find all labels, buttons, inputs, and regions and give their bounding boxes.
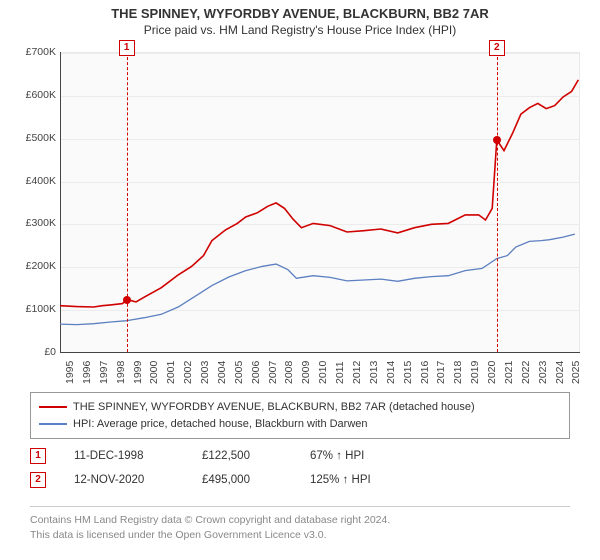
x-tick-label: 2022: [520, 361, 532, 384]
y-tick-label: £100K: [10, 303, 56, 315]
marker-number-box: 2: [489, 40, 505, 56]
x-tick-label: 1999: [132, 361, 144, 384]
x-tick-label: 2007: [267, 361, 279, 384]
x-tick-label: 2012: [351, 361, 363, 384]
x-tick-label: 2003: [199, 361, 211, 384]
marker-dot: [123, 296, 131, 304]
marker-line: [497, 52, 498, 352]
x-tick-label: 2023: [537, 361, 549, 384]
x-tick-label: 1996: [81, 361, 93, 384]
chart-subtitle: Price paid vs. HM Land Registry's House …: [0, 21, 600, 41]
legend-swatch: [39, 406, 67, 408]
chart-title: THE SPINNEY, WYFORDBY AVENUE, BLACKBURN,…: [0, 0, 600, 21]
chart-area: £0 £100K £200K £300K £400K £500K £600K £700K 19…: [10, 44, 590, 384]
x-tick-label: 2006: [250, 361, 262, 384]
marker-number-box: 1: [119, 40, 135, 56]
sale-price: £495,000: [202, 474, 282, 486]
series-line: [60, 80, 578, 307]
x-tick-label: 1998: [115, 361, 127, 384]
x-tick-label: 2010: [317, 361, 329, 384]
x-tick-label: 2001: [165, 361, 177, 384]
x-tick-label: 2017: [435, 361, 447, 384]
legend-item: THE SPINNEY, WYFORDBY AVENUE, BLACKBURN,…: [39, 399, 561, 416]
legend-label: THE SPINNEY, WYFORDBY AVENUE, BLACKBURN,…: [73, 399, 475, 416]
legend: THE SPINNEY, WYFORDBY AVENUE, BLACKBURN,…: [30, 392, 570, 439]
sale-price: £122,500: [202, 450, 282, 462]
legend-item: HPI: Average price, detached house, Blac…: [39, 416, 561, 433]
x-tick-label: 2019: [469, 361, 481, 384]
sale-row: 1 11-DEC-1998 £122,500 67% ↑ HPI: [30, 444, 570, 468]
x-tick-label: 2004: [216, 361, 228, 384]
legend-swatch: [39, 423, 67, 425]
sale-delta: 67% ↑ HPI: [310, 450, 364, 462]
sale-date: 12-NOV-2020: [74, 474, 174, 486]
x-tick-label: 2021: [503, 361, 515, 384]
y-tick-label: £200K: [10, 260, 56, 272]
footer-line: Contains HM Land Registry data © Crown c…: [30, 513, 570, 528]
line-series-svg: [60, 52, 580, 352]
x-tick-label: 1995: [64, 361, 76, 384]
y-tick-label: £300K: [10, 217, 56, 229]
x-tick-label: 2014: [385, 361, 397, 384]
marker-dot: [493, 136, 501, 144]
y-tick-label: £500K: [10, 132, 56, 144]
sale-date: 11-DEC-1998: [74, 450, 174, 462]
x-tick-label: 2008: [283, 361, 295, 384]
x-axis-line: [60, 352, 580, 353]
sales-list: 1 11-DEC-1998 £122,500 67% ↑ HPI 2 12-NO…: [30, 444, 570, 492]
sale-delta: 125% ↑ HPI: [310, 474, 371, 486]
chart-container: THE SPINNEY, WYFORDBY AVENUE, BLACKBURN,…: [0, 0, 600, 560]
x-tick-label: 2009: [300, 361, 312, 384]
x-tick-label: 1997: [98, 361, 110, 384]
y-tick-label: £600K: [10, 89, 56, 101]
sale-row: 2 12-NOV-2020 £495,000 125% ↑ HPI: [30, 468, 570, 492]
x-tick-label: 2018: [452, 361, 464, 384]
x-tick-label: 2015: [402, 361, 414, 384]
marker-line: [127, 52, 128, 352]
x-tick-label: 2025: [570, 361, 582, 384]
attribution-footer: Contains HM Land Registry data © Crown c…: [30, 506, 570, 542]
x-tick-label: 2002: [182, 361, 194, 384]
x-tick-label: 2011: [334, 361, 346, 384]
y-tick-label: £0: [10, 346, 56, 358]
x-tick-label: 2013: [368, 361, 380, 384]
x-tick-label: 2020: [486, 361, 498, 384]
y-tick-label: £700K: [10, 46, 56, 58]
x-tick-label: 2024: [554, 361, 566, 384]
x-tick-label: 2000: [148, 361, 160, 384]
x-tick-label: 2005: [233, 361, 245, 384]
sale-marker-box: 2: [30, 472, 46, 488]
legend-label: HPI: Average price, detached house, Blac…: [73, 416, 368, 433]
x-tick-label: 2016: [419, 361, 431, 384]
sale-marker-box: 1: [30, 448, 46, 464]
y-tick-label: £400K: [10, 175, 56, 187]
footer-line: This data is licensed under the Open Gov…: [30, 528, 570, 543]
